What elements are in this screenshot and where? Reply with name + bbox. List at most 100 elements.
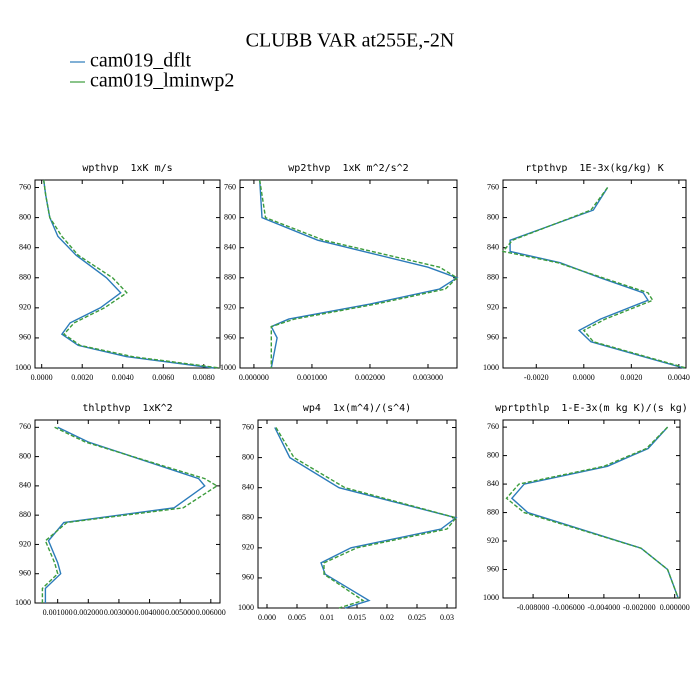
plot-frame — [239, 179, 458, 369]
x-tick-label: 0.025 — [408, 613, 426, 622]
y-tick-label: 760 — [487, 422, 499, 431]
y-tick-label: 800 — [242, 452, 254, 461]
y-tick-label: 840 — [19, 481, 31, 490]
y-tick-label: 800 — [224, 212, 236, 221]
y-tick-label: 800 — [19, 212, 31, 221]
profile-line — [43, 179, 214, 369]
y-tick-label: 800 — [487, 212, 499, 221]
x-tick-label: 0.0080 — [193, 373, 215, 382]
x-tick-label: 0.0060 — [152, 373, 174, 382]
x-tick-label: -0.002000 — [623, 603, 656, 612]
y-tick-label: 920 — [224, 303, 236, 312]
x-tick-label: -0.006000 — [552, 603, 585, 612]
plot-frame — [502, 419, 681, 599]
y-tick-label: 880 — [19, 510, 31, 519]
y-tick-label: 1000 — [483, 363, 499, 372]
y-tick-label: 840 — [224, 243, 236, 252]
y-tick-label: 800 — [19, 451, 31, 460]
profile-line — [41, 426, 219, 603]
panel-title: thlpthvp 1xK^2 — [82, 403, 172, 414]
x-tick-label: -0.004000 — [588, 603, 621, 612]
x-tick-label: -0.0020 — [524, 373, 549, 382]
profile-line — [505, 426, 679, 599]
panel-title: wpthvp 1xK m/s — [82, 163, 172, 174]
y-tick-label: 800 — [487, 450, 499, 459]
y-tick-label: 760 — [19, 182, 31, 191]
profile-line — [509, 187, 684, 369]
y-tick-label: 760 — [487, 182, 499, 191]
y-tick-label: 1000 — [15, 598, 31, 607]
profile-line — [259, 179, 459, 369]
y-tick-label: 840 — [19, 243, 31, 252]
y-tick-label: 920 — [487, 536, 499, 545]
y-tick-label: 1000 — [220, 363, 236, 372]
x-tick-label: 0.02 — [380, 613, 394, 622]
y-tick-label: 880 — [242, 513, 254, 522]
x-tick-label: 0.0000 — [31, 373, 53, 382]
y-tick-label: 840 — [487, 243, 499, 252]
panel-title: wp2thvp 1xK m^2/s^2 — [288, 163, 408, 174]
profile-line — [275, 427, 458, 609]
plot-frame — [257, 419, 457, 609]
profile-line — [501, 187, 687, 369]
y-tick-label: 880 — [224, 273, 236, 282]
y-tick-label: 960 — [19, 333, 31, 342]
profile-line — [274, 427, 458, 609]
x-tick-label: 0.03 — [440, 613, 454, 622]
y-tick-label: 920 — [487, 303, 499, 312]
y-tick-label: 960 — [224, 333, 236, 342]
y-tick-label: 960 — [242, 573, 254, 582]
x-tick-label: 0.001000 — [43, 608, 73, 617]
y-tick-label: 960 — [487, 564, 499, 573]
plot-frame — [502, 179, 687, 369]
plot-frame — [34, 419, 221, 604]
x-tick-label: 0.003000 — [104, 608, 134, 617]
x-tick-label: 0.001000 — [297, 373, 327, 382]
profile-line — [510, 426, 679, 599]
panel-title: rtpthvp 1E-3x(kg/kg) K — [525, 163, 663, 174]
y-tick-label: 920 — [19, 539, 31, 548]
y-tick-label: 960 — [19, 569, 31, 578]
x-tick-label: 0.015 — [348, 613, 366, 622]
x-tick-label: 0.002000 — [73, 608, 103, 617]
y-tick-label: 880 — [19, 273, 31, 282]
plot-frame — [34, 179, 221, 369]
x-tick-label: 0.0020 — [71, 373, 93, 382]
y-tick-label: 1000 — [238, 603, 254, 612]
figure-title: CLUBB VAR at255E,-2N — [246, 30, 455, 52]
x-tick-label: 0.0000 — [573, 373, 595, 382]
y-tick-label: 880 — [487, 507, 499, 516]
x-tick-label: 0.003000 — [413, 373, 443, 382]
x-tick-label: 0.000 — [258, 613, 276, 622]
x-tick-label: 0.002000 — [355, 373, 385, 382]
profile-line — [43, 179, 221, 369]
legend-label: cam019_dflt — [90, 50, 192, 72]
y-tick-label: 960 — [487, 333, 499, 342]
profile-line — [259, 179, 459, 368]
y-tick-label: 760 — [19, 422, 31, 431]
x-tick-label: 0.005000 — [165, 608, 195, 617]
x-tick-label: -0.008000 — [517, 603, 550, 612]
x-tick-label: 0.0020 — [620, 373, 642, 382]
y-tick-label: 1000 — [15, 363, 31, 372]
legend-label: cam019_lminwp2 — [90, 70, 234, 92]
y-tick-label: 1000 — [483, 593, 499, 602]
x-tick-label: 0.000000 — [660, 603, 690, 612]
y-tick-label: 760 — [242, 422, 254, 431]
x-tick-label: 0.006000 — [196, 608, 226, 617]
x-tick-label: 0.004000 — [135, 608, 165, 617]
y-tick-label: 760 — [224, 182, 236, 191]
panel-title: wprtpthlp 1-E-3x(m kg K)/(s kg) — [495, 403, 688, 414]
x-tick-label: 0.01 — [320, 613, 334, 622]
x-tick-label: 0.005 — [288, 613, 306, 622]
x-tick-label: 0.0040 — [668, 373, 690, 382]
x-tick-label: 0.000000 — [239, 373, 269, 382]
y-tick-label: 840 — [242, 483, 254, 492]
profile-line — [44, 426, 206, 603]
panel-title: wp4 1x(m^4)/(s^4) — [303, 403, 411, 414]
y-tick-label: 840 — [487, 479, 499, 488]
x-tick-label: 0.0040 — [112, 373, 134, 382]
y-tick-label: 920 — [19, 303, 31, 312]
y-tick-label: 920 — [242, 543, 254, 552]
